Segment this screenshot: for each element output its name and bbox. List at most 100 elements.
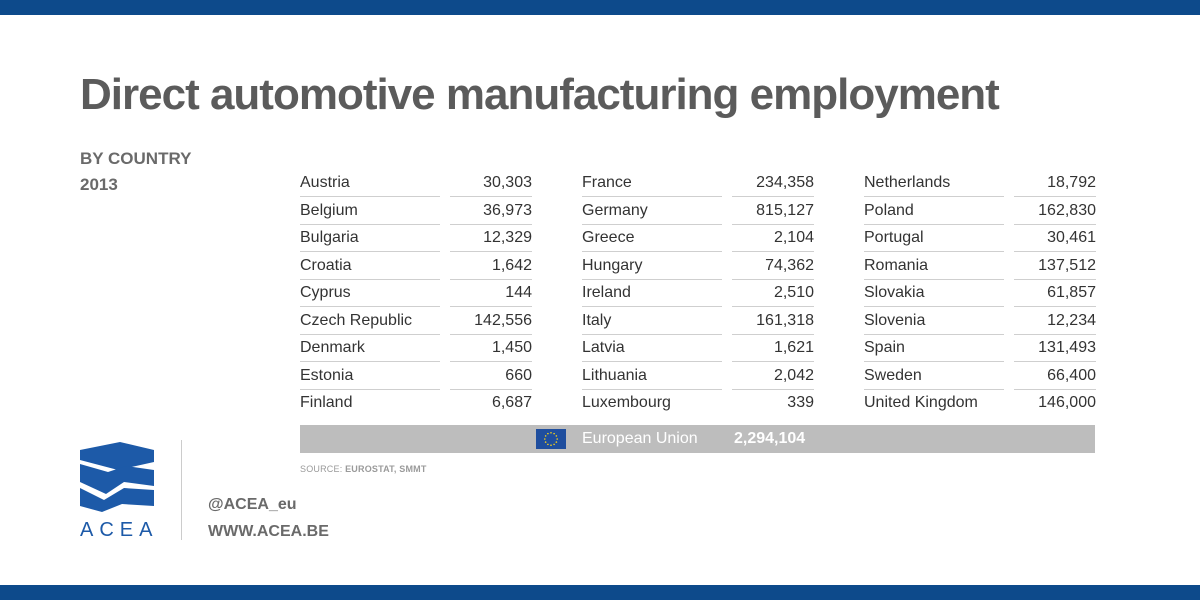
table-row: Austria 30,303	[300, 170, 532, 198]
row-divider	[450, 388, 532, 390]
employment-value: 30,461	[1047, 229, 1096, 246]
row-divider	[732, 388, 814, 390]
country-name: Ireland	[582, 284, 631, 301]
table-row: Estonia 660	[300, 363, 532, 391]
row-divider	[300, 251, 440, 252]
employment-value: 6,687	[491, 394, 532, 411]
row-divider	[864, 306, 1004, 307]
row-divider	[450, 196, 532, 197]
row-divider	[1014, 223, 1096, 225]
table-row: Slovakia 61,857	[864, 280, 1096, 308]
employment-value: 142,556	[474, 311, 532, 329]
footer-divider	[181, 440, 182, 540]
row-divider	[450, 278, 532, 280]
row-divider	[1014, 251, 1096, 252]
row-divider	[582, 278, 722, 280]
row-divider	[732, 196, 814, 197]
table-row: Netherlands 18,792	[864, 170, 1096, 198]
employment-value: 18,792	[1047, 174, 1096, 191]
country-name: Slovenia	[864, 311, 926, 329]
table-row: Slovenia 12,234	[864, 308, 1096, 336]
employment-value: 12,329	[483, 229, 532, 246]
subtitle-by-country: BY COUNTRY	[80, 149, 192, 168]
employment-value: 1,450	[491, 339, 532, 356]
table-row: Germany 815,127	[582, 198, 814, 226]
source-text: EUROSTAT, SMMT	[345, 464, 427, 474]
country-name: Portugal	[864, 229, 924, 246]
row-divider	[450, 251, 532, 252]
table-row: Poland 162,830	[864, 198, 1096, 226]
table-row: Luxembourg 339	[582, 390, 814, 418]
website-link[interactable]: WWW.ACEA.BE	[208, 523, 329, 540]
country-name: Austria	[300, 174, 350, 191]
row-divider	[300, 278, 440, 280]
row-divider	[732, 333, 814, 335]
table-row: Denmark 1,450	[300, 335, 532, 363]
row-divider	[300, 223, 440, 225]
table-row: Greece 2,104	[582, 225, 814, 253]
row-divider	[450, 223, 532, 225]
employment-value: 146,000	[1038, 394, 1096, 411]
row-divider	[864, 196, 1004, 197]
eu-total-value: 2,294,104	[734, 430, 806, 447]
acea-logo-text: ACEA	[80, 519, 159, 541]
row-divider	[1014, 361, 1096, 362]
employment-value: 234,358	[756, 174, 814, 191]
employment-value: 2,042	[773, 366, 814, 384]
row-divider	[732, 278, 814, 280]
country-name: United Kingdom	[864, 394, 978, 411]
row-divider	[582, 251, 722, 252]
country-name: Lithuania	[582, 366, 647, 384]
table-row: Romania 137,512	[864, 253, 1096, 281]
row-divider	[300, 388, 440, 390]
employment-value: 12,234	[1047, 311, 1096, 329]
row-divider	[582, 196, 722, 197]
country-name: Bulgaria	[300, 229, 359, 246]
country-name: Cyprus	[300, 284, 351, 301]
employment-value: 74,362	[765, 256, 814, 274]
employment-value: 30,303	[483, 174, 532, 191]
table-row: Portugal 30,461	[864, 225, 1096, 253]
country-name: Germany	[582, 201, 648, 219]
country-name: France	[582, 174, 632, 191]
country-name: Spain	[864, 339, 905, 356]
row-divider	[582, 333, 722, 335]
social-links: @ACEA_eu WWW.ACEA.BE	[208, 491, 329, 545]
table-column-1: Austria 30,303 Belgium 36,973 Bulgaria 12,329…	[300, 170, 532, 418]
table-row: Italy 161,318	[582, 308, 814, 336]
row-divider	[450, 361, 532, 362]
table-row: Spain 131,493	[864, 335, 1096, 363]
table-column-3: Netherlands 18,792 Poland 162,830 Portugal 30…	[864, 170, 1096, 418]
source-note: SOURCE: EUROSTAT, SMMT	[300, 464, 427, 474]
row-divider	[300, 196, 440, 197]
row-divider	[732, 361, 814, 362]
country-name: Netherlands	[864, 174, 951, 191]
table-row: Belgium 36,973	[300, 198, 532, 226]
subtitle-year: 2013	[80, 175, 118, 194]
row-divider	[1014, 306, 1096, 307]
country-name: Sweden	[864, 366, 922, 384]
employment-value: 162,830	[1038, 201, 1096, 219]
row-divider	[732, 306, 814, 307]
employment-value: 2,104	[773, 229, 814, 246]
row-divider	[864, 278, 1004, 280]
employment-value: 660	[505, 366, 532, 384]
row-divider	[864, 223, 1004, 225]
top-border-bar	[0, 0, 1200, 15]
employment-value: 66,400	[1047, 366, 1096, 384]
row-divider	[300, 361, 440, 362]
employment-value: 131,493	[1038, 339, 1096, 356]
row-divider	[864, 251, 1004, 252]
row-divider	[582, 306, 722, 307]
row-divider	[864, 388, 1004, 390]
table-column-2: France 234,358 Germany 815,127 Greece 2,104 Hu…	[582, 170, 814, 418]
acea-logo-icon	[80, 442, 154, 512]
employment-value: 339	[787, 394, 814, 411]
twitter-handle[interactable]: @ACEA_eu	[208, 496, 297, 513]
row-divider	[732, 223, 814, 225]
country-name: Estonia	[300, 366, 354, 384]
page-title: Direct automotive manufacturing employme…	[80, 70, 1000, 119]
row-divider	[1014, 333, 1096, 335]
country-name: Italy	[582, 311, 612, 329]
employment-value: 144	[505, 284, 532, 301]
